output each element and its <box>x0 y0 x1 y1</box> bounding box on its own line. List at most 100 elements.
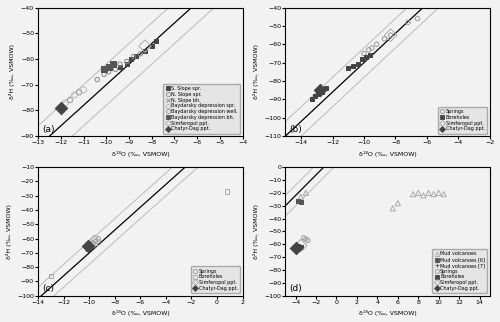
Text: (a): (a) <box>42 125 54 134</box>
Point <box>358 56 366 62</box>
Point <box>386 33 394 38</box>
Y-axis label: δ²H (‰, VSMOW): δ²H (‰, VSMOW) <box>253 204 259 259</box>
Point <box>434 190 442 195</box>
Point <box>122 62 130 67</box>
Legend: Mud volcanoes, Mud volcanoes [6], Mud volcanoes [7], Springs, Boreholes, Simfero: Mud volcanoes, Mud volcanoes [6], Mud vo… <box>432 249 488 293</box>
Point <box>312 93 320 98</box>
X-axis label: δ¹⁸O (‰, VSMOW): δ¹⁸O (‰, VSMOW) <box>358 310 416 317</box>
Point <box>152 38 160 43</box>
Point <box>404 20 412 25</box>
Point <box>406 190 414 195</box>
Point <box>294 243 302 248</box>
Point <box>362 54 370 60</box>
X-axis label: δ¹⁸O (‰, VSMOW): δ¹⁸O (‰, VSMOW) <box>112 310 169 317</box>
Point <box>296 199 304 204</box>
Point <box>364 47 372 52</box>
Point <box>318 90 326 95</box>
Point <box>116 62 124 67</box>
Text: (b): (b) <box>290 125 302 134</box>
Point <box>141 49 149 54</box>
Point <box>122 59 130 64</box>
Point <box>66 98 74 103</box>
Point <box>414 16 422 21</box>
Point <box>116 64 124 69</box>
Point <box>372 42 380 47</box>
Legend: Springs, Boreholes, Simferopol ppt., Chatyr-Dag ppt.: Springs, Boreholes, Simferopol ppt., Cha… <box>191 266 240 293</box>
Point <box>322 190 330 195</box>
Point <box>402 192 410 197</box>
Point <box>349 64 357 69</box>
Point <box>300 235 308 241</box>
Point <box>380 36 388 41</box>
Point <box>148 43 156 49</box>
Point <box>414 190 422 195</box>
Point <box>420 193 428 198</box>
Point <box>128 56 136 62</box>
Point <box>86 243 94 248</box>
Point <box>70 92 78 98</box>
Point <box>130 54 138 59</box>
Point <box>89 240 97 245</box>
Point <box>132 54 140 59</box>
Point <box>57 105 65 110</box>
Point <box>92 239 100 244</box>
Point <box>294 198 302 203</box>
Point <box>302 190 310 195</box>
Point <box>344 66 352 71</box>
Point <box>430 192 438 197</box>
Point <box>84 243 92 248</box>
Point <box>80 87 88 92</box>
X-axis label: δ¹⁸O (‰, VSMOW): δ¹⁸O (‰, VSMOW) <box>358 151 416 157</box>
Point <box>316 88 324 93</box>
Point <box>292 246 300 251</box>
Point <box>304 238 312 243</box>
Point <box>386 33 394 38</box>
Point <box>314 91 322 97</box>
Point <box>82 246 90 251</box>
Point <box>368 45 376 51</box>
Point <box>424 190 432 195</box>
Point <box>322 86 330 91</box>
Point <box>430 192 438 197</box>
Point <box>90 240 98 245</box>
Legend: Springs, Boreholes, Simferopol ppt., Chatyr-Dag ppt.: Springs, Boreholes, Simferopol ppt., Cha… <box>438 107 488 134</box>
Point <box>84 243 92 248</box>
Point <box>224 189 232 194</box>
Legend: S. Slope spr., N. Slope spr., N. Slope bh., Baydarsky depression spr., Baydarsky: S. Slope spr., N. Slope spr., N. Slope b… <box>164 84 240 134</box>
Y-axis label: δ²H (‰, VSMOW): δ²H (‰, VSMOW) <box>6 204 12 259</box>
Point <box>98 74 106 80</box>
Point <box>112 67 120 72</box>
Point <box>47 273 55 278</box>
Point <box>366 53 374 58</box>
Point <box>396 192 404 197</box>
Point <box>440 192 448 197</box>
Point <box>104 64 112 69</box>
X-axis label: δ¹⁸O (‰, VSMOW): δ¹⁸O (‰, VSMOW) <box>112 151 169 157</box>
Point <box>75 90 83 95</box>
Point <box>388 206 396 211</box>
Point <box>434 190 442 195</box>
Point <box>93 77 101 82</box>
Point <box>141 43 149 49</box>
Point <box>86 242 94 247</box>
Point <box>308 97 316 102</box>
Point <box>94 236 102 241</box>
Point <box>296 243 304 248</box>
Text: (c): (c) <box>42 284 54 293</box>
Point <box>109 62 117 67</box>
Point <box>394 201 402 206</box>
Point <box>360 51 368 56</box>
Point <box>100 72 108 77</box>
Point <box>354 62 362 67</box>
Point <box>114 62 122 67</box>
Point <box>296 194 304 199</box>
Point <box>296 244 304 250</box>
Point <box>90 239 98 244</box>
Point <box>136 51 144 56</box>
Point <box>424 193 432 198</box>
Point <box>104 69 112 74</box>
Y-axis label: δ²H (‰, VSMOW): δ²H (‰, VSMOW) <box>253 44 259 99</box>
Point <box>302 237 310 242</box>
Point <box>88 242 96 247</box>
Y-axis label: δ²H (‰, VSMOW): δ²H (‰, VSMOW) <box>10 44 16 99</box>
